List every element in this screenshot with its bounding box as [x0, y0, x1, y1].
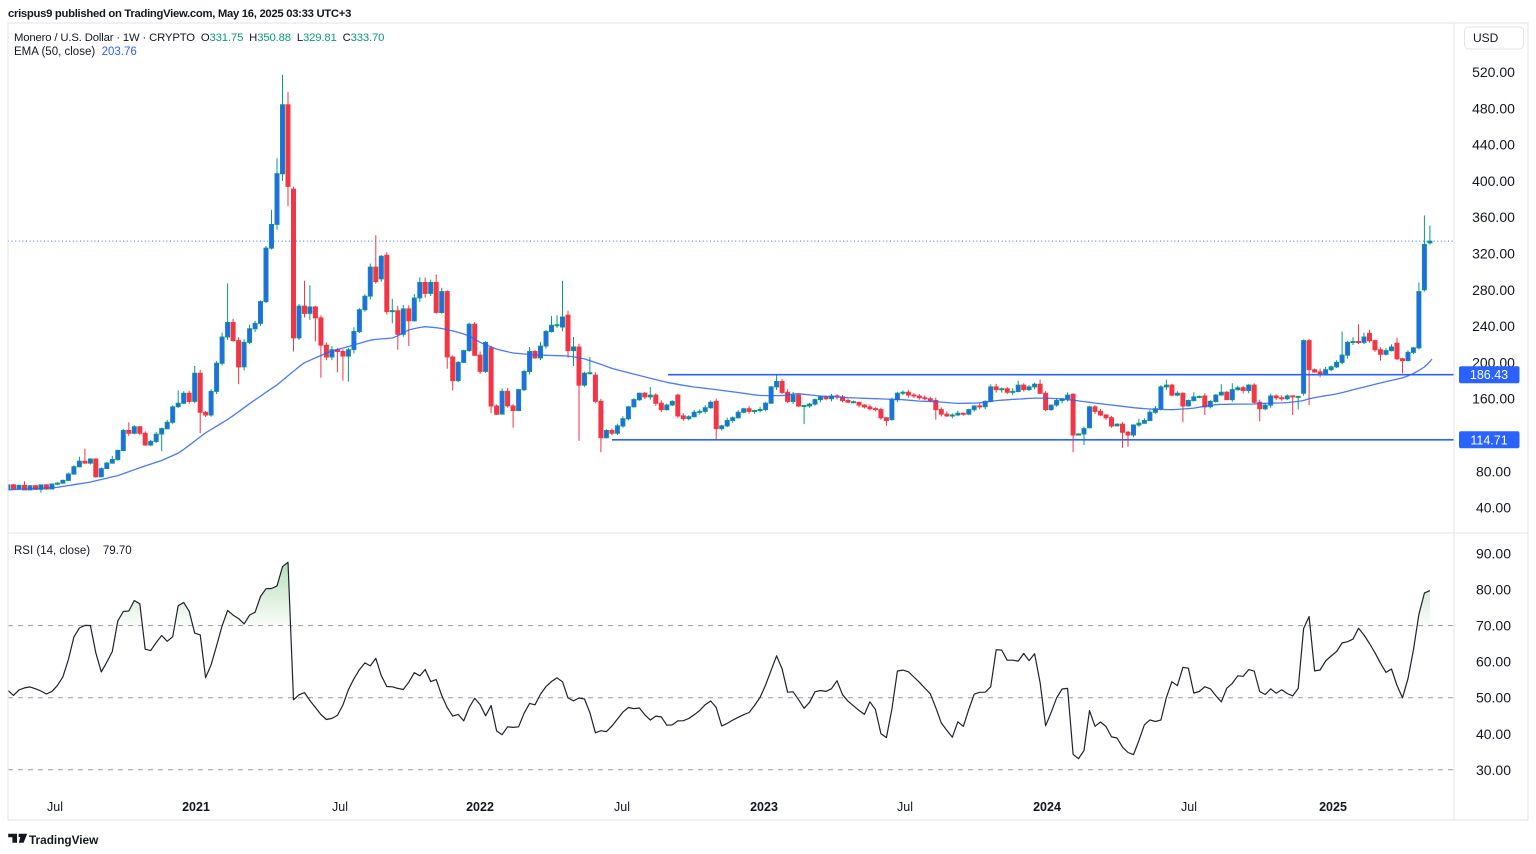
svg-text:Jul: Jul	[332, 800, 348, 814]
svg-text:Jul: Jul	[614, 800, 630, 814]
svg-text:USD: USD	[1473, 31, 1499, 45]
svg-text:2024: 2024	[1033, 800, 1061, 814]
svg-text:Monero / U.S. Dollar · 1W · CR: Monero / U.S. Dollar · 1W · CRYPTO O331.…	[14, 32, 384, 44]
svg-text:Jul: Jul	[47, 800, 63, 814]
svg-text:2025: 2025	[1319, 800, 1347, 814]
svg-text:70.00: 70.00	[1476, 618, 1511, 634]
svg-text:320.00: 320.00	[1472, 246, 1515, 262]
svg-text:360.00: 360.00	[1472, 209, 1515, 225]
svg-text:40.00: 40.00	[1476, 500, 1511, 516]
svg-text:80.00: 80.00	[1476, 463, 1511, 479]
svg-text:2023: 2023	[750, 800, 778, 814]
svg-text:Jul: Jul	[897, 800, 913, 814]
svg-text:240.00: 240.00	[1472, 318, 1515, 334]
svg-text:40.00: 40.00	[1476, 726, 1511, 742]
svg-text:114.71: 114.71	[1470, 433, 1507, 447]
svg-text:crispus9 published on TradingV: crispus9 published on TradingView.com, M…	[8, 8, 351, 20]
svg-text:EMA (50, close) 203.76: EMA (50, close) 203.76	[14, 46, 137, 58]
svg-text:90.00: 90.00	[1476, 546, 1511, 562]
svg-text:186.43: 186.43	[1470, 368, 1508, 382]
svg-text:160.00: 160.00	[1472, 391, 1515, 407]
svg-text:TradingView: TradingView	[29, 833, 99, 847]
svg-text:80.00: 80.00	[1476, 582, 1511, 598]
svg-text:400.00: 400.00	[1472, 173, 1515, 189]
svg-text:480.00: 480.00	[1472, 100, 1515, 116]
svg-text:2022: 2022	[466, 800, 494, 814]
svg-text:Jul: Jul	[1181, 800, 1197, 814]
svg-text:RSI (14, close) 79.70: RSI (14, close) 79.70	[14, 545, 132, 557]
svg-text:520.00: 520.00	[1472, 64, 1515, 80]
svg-text:60.00: 60.00	[1476, 654, 1511, 670]
svg-text:50.00: 50.00	[1476, 690, 1511, 706]
svg-text:280.00: 280.00	[1472, 282, 1515, 298]
svg-text:30.00: 30.00	[1476, 762, 1511, 778]
svg-text:440.00: 440.00	[1472, 137, 1515, 153]
svg-text:2021: 2021	[182, 800, 210, 814]
